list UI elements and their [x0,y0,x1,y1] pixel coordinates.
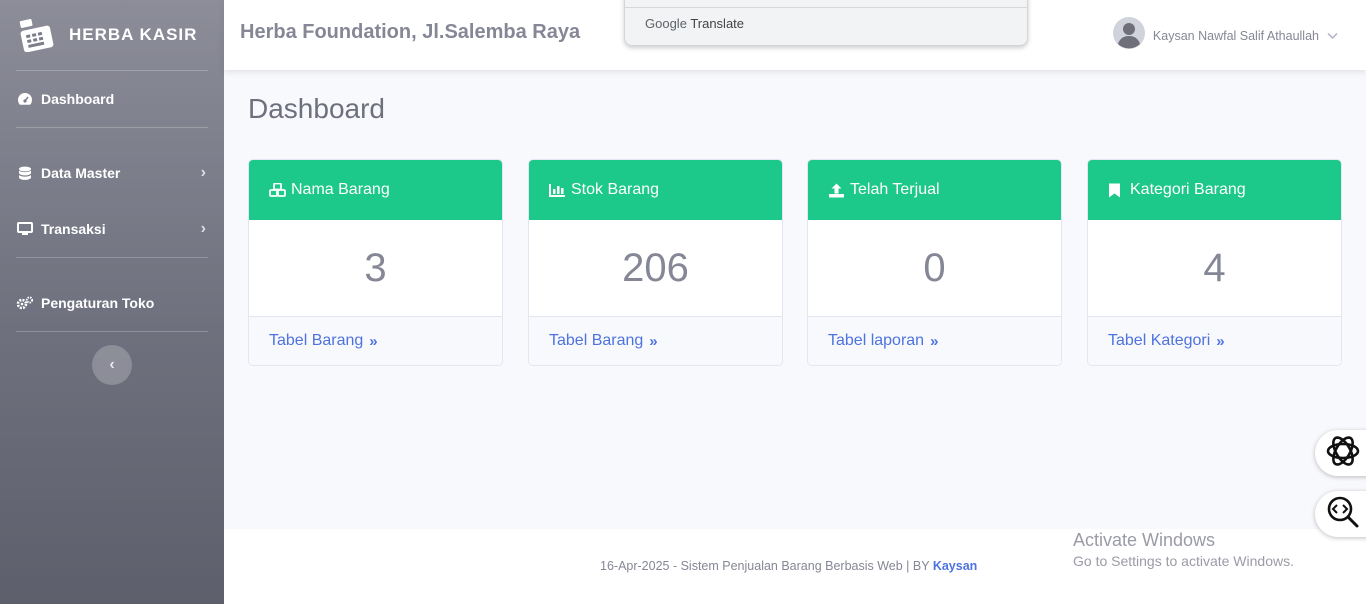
page-title: Dashboard [248,93,385,124]
user-name: Kaysan Nawfal Salif Athaullah [1152,28,1319,43]
angle-double-right-icon: » [369,332,378,350]
card-kategori-barang: Kategori Barang 4 Tabel Kategori » [1087,159,1342,366]
angle-double-right-icon: » [1216,332,1225,350]
tachometer-icon [16,91,34,107]
sidebar-item-data-master[interactable]: Data Master › [0,145,224,201]
sidebar-item-label: Transaksi [41,221,106,237]
bookmark-icon [1108,182,1126,198]
card-header: Nama Barang [249,160,502,220]
store-title: Herba Foundation, Jl.Salemba Raya [240,21,581,43]
sidebar: HERBA KASIR Dashboard Data Master › Tran… [0,0,224,604]
floating-ai-button[interactable] [1315,430,1366,476]
google-translate-bar[interactable]: Google Translate [624,0,1028,46]
card-stok-barang: Stok Barang 206 Tabel Barang » [528,159,783,366]
card-link-label[interactable]: Tabel Barang [269,332,364,349]
watermark-line1: Activate Windows [1073,530,1216,550]
google-translate-label: Google Translate [645,16,745,31]
card-link-tabel-laporan[interactable]: Tabel laporan » [808,317,1061,365]
brand[interactable]: HERBA KASIR [0,0,224,70]
footer-copyright: 16-Apr-2025 - Sistem Penjualan Barang Be… [600,559,933,573]
windows-activation-watermark: Activate Windows Go to Settings to activ… [1073,530,1294,569]
card-header: Stok Barang [529,160,782,220]
desktop-icon [16,221,34,237]
chevron-right-icon: › [200,220,206,237]
openai-logo-icon [1325,433,1361,474]
card-link-tabel-barang[interactable]: Tabel Barang » [249,317,502,365]
card-title: Telah Terjual [850,181,940,198]
card-link-tabel-barang[interactable]: Tabel Barang » [529,317,782,365]
sidebar-item-transaksi[interactable]: Transaksi › [0,201,224,257]
card-title: Stok Barang [571,181,660,198]
card-nama-barang: Nama Barang 3 Tabel Barang » [248,159,503,366]
cubes-icon [269,182,287,198]
angle-double-right-icon: » [649,332,658,350]
database-icon [16,165,34,181]
upload-icon [828,182,846,198]
user-menu[interactable]: Kaysan Nawfal Salif Athaullah [1112,17,1338,54]
chevron-right-icon: › [200,164,206,181]
footer-text: 16-Apr-2025 - Sistem Penjualan Barang Be… [600,559,977,573]
chevron-down-icon [1327,29,1338,43]
code-search-icon [1325,494,1361,535]
sidebar-divider [16,257,208,258]
translate-divider [625,7,1027,8]
card-link-label[interactable]: Tabel Kategori [1108,332,1211,349]
card-header: Kategori Barang [1088,160,1341,220]
sidebar-divider [16,127,208,128]
footer: 16-Apr-2025 - Sistem Penjualan Barang Be… [224,529,1366,604]
card-telah-terjual: Telah Terjual 0 Tabel laporan » [807,159,1062,366]
angle-double-right-icon: » [930,332,939,350]
card-link-label[interactable]: Tabel laporan [828,332,925,349]
avatar [1112,17,1145,54]
sidebar-toggle-button[interactable]: ‹ [92,345,132,385]
card-value: 3 [249,220,502,317]
watermark-line2: Go to Settings to activate Windows. [1073,553,1294,569]
card-link-label[interactable]: Tabel Barang [549,332,644,349]
sidebar-divider [16,331,208,332]
card-link-tabel-kategori[interactable]: Tabel Kategori » [1088,317,1341,365]
chevron-left-icon: ‹ [109,356,115,373]
brand-name: HERBA KASIR [69,25,198,44]
cogs-icon [16,295,34,311]
sidebar-divider [16,70,208,71]
floating-code-search-button[interactable] [1315,491,1366,537]
card-value: 0 [808,220,1061,317]
sidebar-item-label: Data Master [41,165,121,181]
chart-bar-icon [549,182,567,198]
sidebar-item-pengaturan-toko[interactable]: Pengaturan Toko [0,275,224,331]
sidebar-item-dashboard[interactable]: Dashboard [0,71,224,127]
footer-author-link[interactable]: Kaysan [932,559,978,573]
card-value: 206 [529,220,782,317]
card-title: Nama Barang [291,181,390,198]
topbar: Herba Foundation, Jl.Salemba Raya Google… [224,0,1366,70]
sidebar-item-label: Pengaturan Toko [41,295,155,311]
card-title: Kategori Barang [1130,181,1246,198]
card-value: 4 [1088,220,1341,317]
sidebar-item-label: Dashboard [41,91,115,107]
card-header: Telah Terjual [808,160,1061,220]
cash-register-icon [17,16,55,54]
